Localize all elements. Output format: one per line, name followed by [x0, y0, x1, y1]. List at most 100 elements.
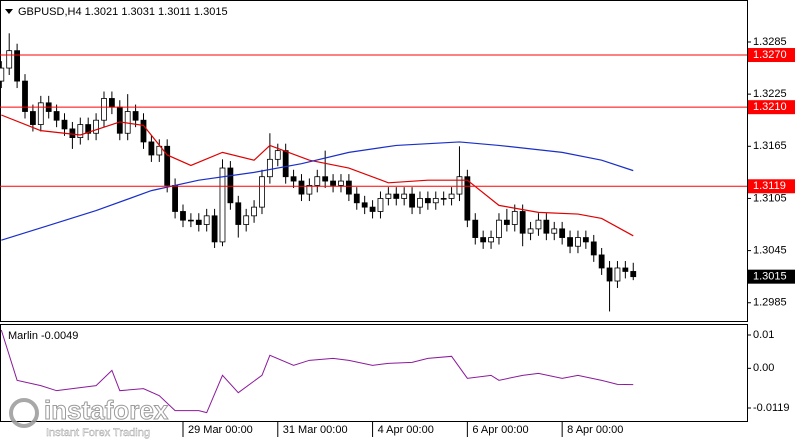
y-tick-label: 0.00 [753, 362, 774, 374]
candle-body [148, 141, 155, 156]
candle-body [37, 102, 44, 125]
x-tick-label: 4 Apr 00:00 [378, 424, 434, 436]
x-tick-label: 6 Apr 00:00 [472, 424, 528, 436]
candle-body [353, 193, 360, 204]
candle-body [101, 98, 107, 121]
candle-body [211, 215, 218, 243]
moving-average [1, 141, 634, 241]
level-label-box [748, 100, 795, 115]
candle-body [290, 176, 297, 182]
x-tick-label: 8 Apr 00:00 [567, 424, 623, 436]
chart-title: GBPUSD,H4 1.3021 1.3031 1.3011 1.3015 [18, 6, 228, 18]
candle-body [274, 150, 281, 160]
candle-body [393, 193, 400, 199]
candle-body [464, 176, 471, 221]
candle-body [251, 206, 257, 217]
watermark-brand: instaforex [44, 395, 169, 425]
candle-body [282, 150, 289, 178]
candle-body [172, 185, 178, 212]
y-tick-label: 0.01 [753, 329, 774, 341]
candle-body [259, 176, 265, 208]
candle-body [598, 254, 605, 269]
candle-body [527, 228, 534, 234]
candle-body [511, 211, 518, 225]
candle-body [424, 198, 431, 204]
candle-body [543, 219, 550, 234]
x-tick-label: 29 Mar 00:00 [188, 424, 253, 436]
candle-body [140, 119, 147, 143]
candle-body [409, 193, 415, 208]
candle-body [345, 180, 352, 195]
moving-average [1, 114, 634, 237]
candle-body [401, 193, 408, 199]
candle-body [116, 106, 123, 134]
candle-body [298, 180, 305, 195]
candle-body [180, 211, 186, 221]
candle-body [590, 241, 597, 256]
candle-body [61, 119, 68, 130]
candle-body [322, 176, 329, 182]
candle-body [235, 202, 242, 225]
y-tick-label: 1.3045 [753, 245, 787, 257]
candle-body [519, 211, 526, 234]
price-label-box [748, 269, 795, 284]
y-tick-label: -0.0119 [753, 402, 790, 414]
candle-body [488, 237, 494, 243]
candle-body [417, 198, 423, 208]
candle-body [369, 206, 376, 212]
candle-body [22, 80, 28, 112]
candle-body [448, 193, 455, 199]
candle-body [330, 180, 336, 186]
price-label: 1.3015 [753, 271, 787, 283]
candle-body [53, 111, 60, 121]
candle-body [108, 98, 115, 108]
candle-body [243, 215, 250, 225]
candle-body [503, 219, 510, 225]
candle-body [195, 219, 202, 225]
candle-body [156, 145, 163, 156]
candle-body [575, 237, 581, 247]
candle-body [559, 228, 566, 238]
menu-arrow [5, 9, 13, 14]
candle-body [227, 167, 234, 204]
candle-body [606, 267, 613, 282]
level-label-box [748, 48, 795, 63]
watermark: instaforex Instant Forex Trading [9, 394, 169, 439]
candle-body [14, 50, 21, 82]
y-tick-label: 1.3285 [753, 36, 787, 48]
candle-body [77, 124, 84, 138]
x-tick-label: 31 Mar 00:00 [283, 424, 348, 436]
level-label-box [748, 179, 795, 194]
candle-body [535, 219, 542, 230]
candle-body [266, 158, 273, 178]
candle-body [132, 111, 139, 121]
candle-body [164, 145, 171, 186]
candle-body [480, 237, 487, 243]
candle-body [0, 67, 5, 82]
candle-body [630, 271, 637, 278]
y-tick-label: 1.3105 [753, 192, 787, 204]
indicator-panel [0, 324, 748, 422]
candle-body [93, 119, 99, 134]
y-tick-label: 1.2985 [753, 297, 787, 309]
candle-body [472, 219, 479, 238]
candle-body [30, 111, 36, 125]
candle-body [314, 176, 321, 186]
candle-body [69, 128, 76, 138]
candle-body [496, 219, 502, 238]
candle-body [622, 267, 629, 272]
level-label: 1.3119 [753, 180, 786, 192]
candle-body [377, 198, 384, 212]
candle-body [361, 202, 368, 208]
candle-body [338, 180, 344, 186]
y-tick-label: 1.3165 [753, 140, 787, 152]
candle-body [440, 198, 447, 200]
candle-body [567, 237, 573, 247]
candle-body [582, 237, 589, 243]
watermark-tagline: Instant Forex Trading [46, 427, 150, 439]
indicator-title: Marlin -0.0049 [8, 330, 78, 342]
watermark-logo [9, 398, 39, 428]
candle-body [203, 215, 210, 225]
level-label: 1.3210 [753, 101, 787, 113]
